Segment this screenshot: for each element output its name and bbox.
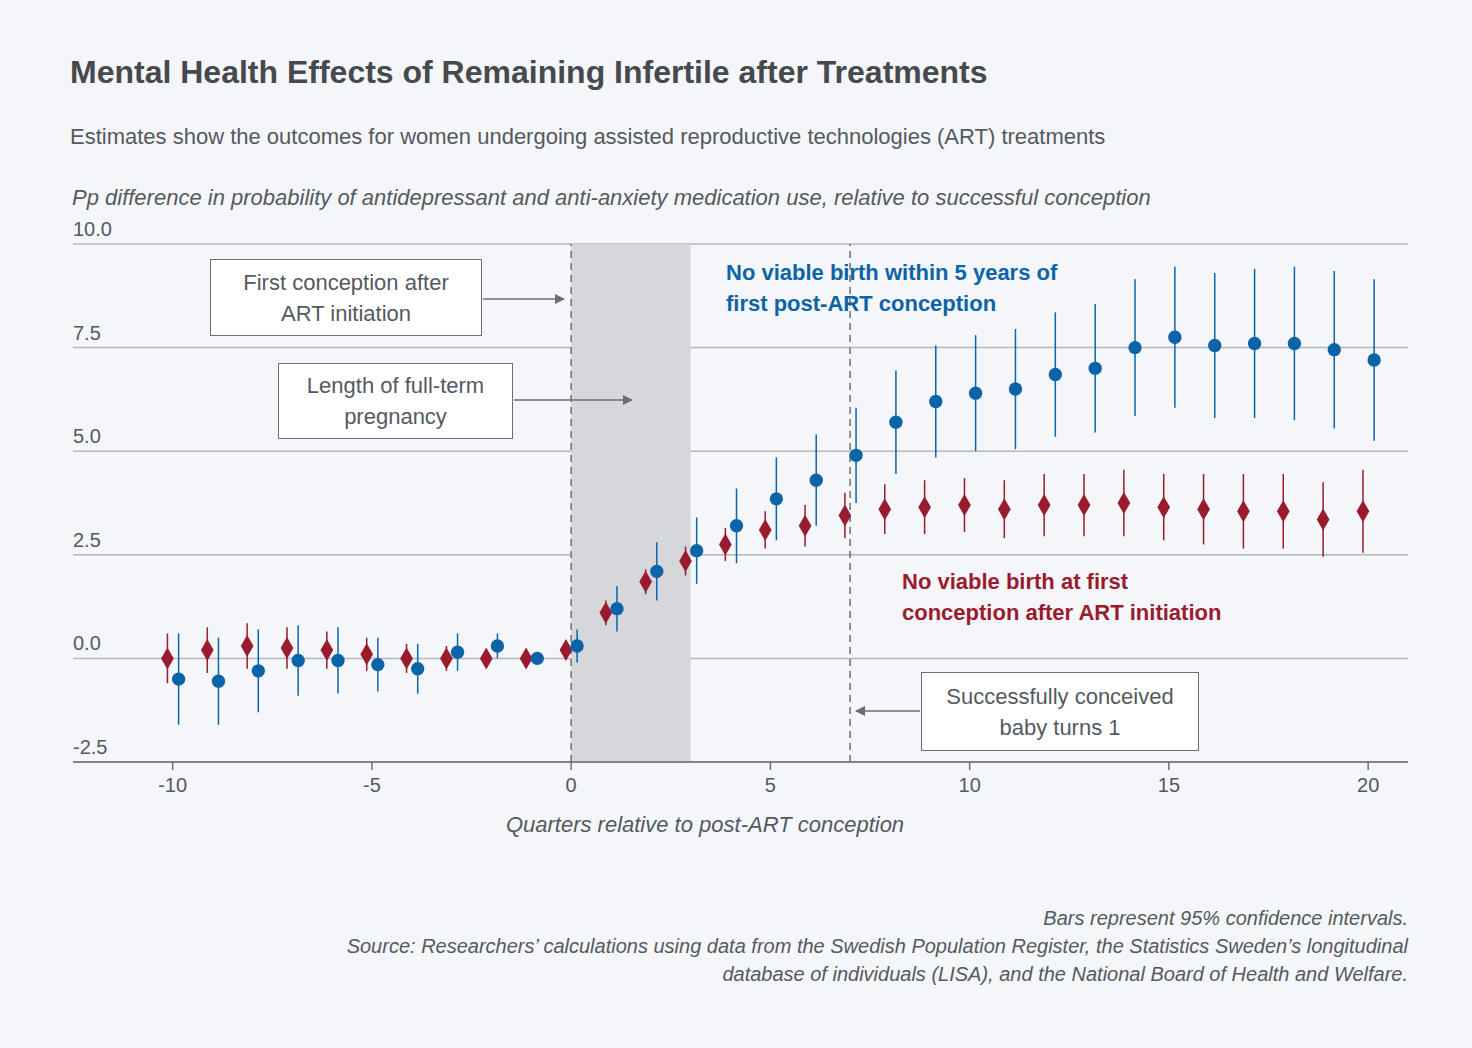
html-text:Source: Researchers’ calculati: Source: Researchers’ calculations using … — [346, 935, 1408, 985]
svg-text:10: 10 — [959, 774, 981, 796]
html-text:No viable birth at first: No viable birth at first — [902, 569, 1129, 594]
svg-text:15: 15 — [1158, 774, 1180, 796]
svg-text:7.5: 7.5 — [73, 322, 101, 344]
svg-text:0.0: 0.0 — [73, 632, 101, 654]
svg-text:2.5: 2.5 — [73, 529, 101, 551]
html-text:First conception after: First conception after — [243, 269, 449, 295]
html-text:Successfully conceived: Successfully conceived — [946, 683, 1174, 709]
html-text:first post-ART conception: first post-ART conception — [726, 291, 997, 316]
html-text:ART initiation: ART initiation — [281, 300, 411, 326]
html-text:baby turns 1: baby turns 1 — [999, 714, 1121, 740]
svg-text:5.0: 5.0 — [73, 425, 101, 447]
html-text:pregnancy: pregnancy — [344, 404, 447, 429]
svg-text:-5: -5 — [363, 774, 381, 796]
svg-text:-10: -10 — [158, 774, 187, 796]
html-text:conception after ART initiatio: conception after ART initiation — [902, 600, 1222, 625]
html-text:Pp difference in probability o: Pp difference in probability of antidepr… — [72, 185, 1151, 210]
svg-text:10.0: 10.0 — [73, 218, 112, 240]
html-text:Estimates show the outcomes fo: Estimates show the outcomes for women un… — [70, 124, 1106, 149]
svg-text:0: 0 — [566, 774, 577, 796]
html-text:Mental Health Effects of Remai: Mental Health Effects of Remaining Infer… — [70, 54, 988, 90]
svg-text:20: 20 — [1357, 774, 1379, 796]
html-text:Bars represent 95% confidence: Bars represent 95% confidence intervals. — [1043, 907, 1408, 929]
svg-text:5: 5 — [765, 774, 776, 796]
svg-text:-2.5: -2.5 — [73, 736, 107, 758]
html-text:Length of full-term: Length of full-term — [306, 373, 485, 398]
html-text:Quarters relative to post-ART: Quarters relative to post-ART conception — [505, 812, 905, 837]
html-text:No viable birth within 5 years: No viable birth within 5 years of — [726, 260, 1058, 285]
